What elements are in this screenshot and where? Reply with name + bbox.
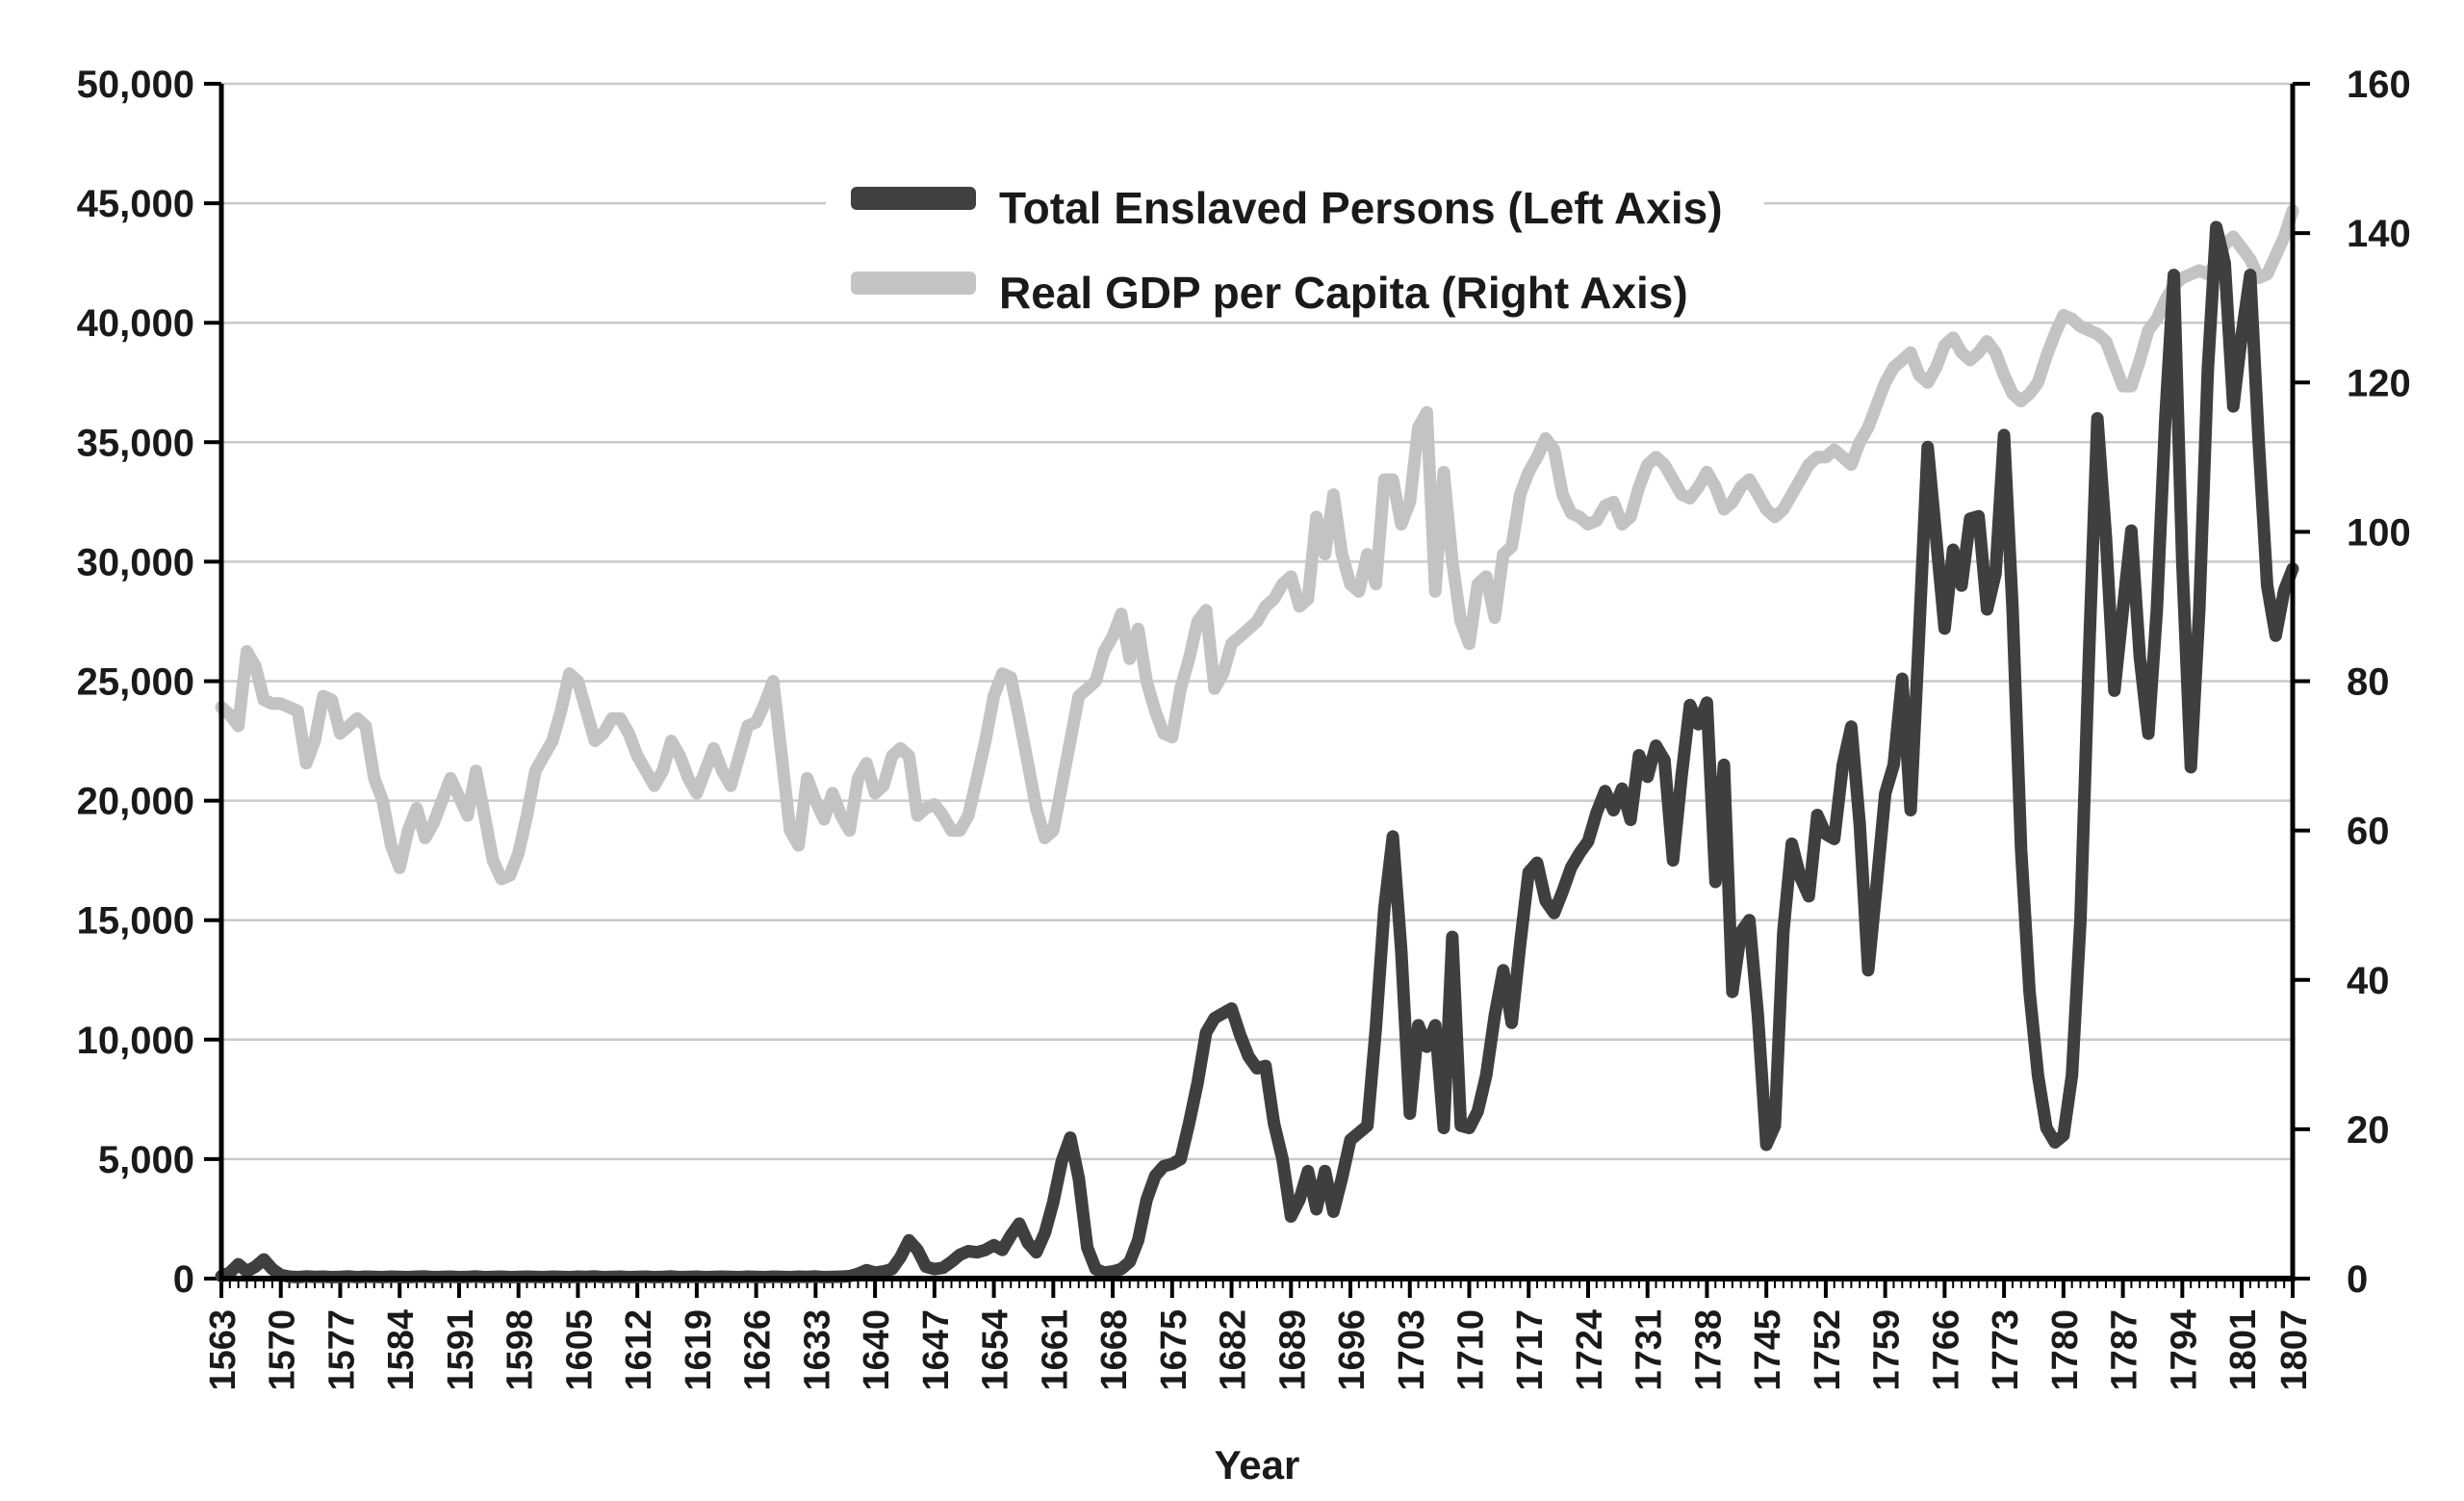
legend-swatch-gdp: [851, 272, 976, 295]
x-axis-tick-label: 1745: [1748, 1309, 1788, 1391]
x-axis-tick-label: 1570: [263, 1309, 303, 1391]
left-axis-tick-label: 45,000: [77, 183, 194, 225]
x-axis-tick-label: 1654: [976, 1309, 1016, 1391]
x-axis-tick-label: 1605: [559, 1309, 600, 1391]
legend-background: [826, 108, 1764, 312]
legend-label-gdp: Real GDP per Capita (Right Axis): [999, 268, 1688, 318]
series-enslaved-line: [215, 220, 2299, 1283]
x-axis-tick-label: 1780: [2045, 1309, 2086, 1391]
x-axis-tick-label: 1717: [1510, 1309, 1551, 1391]
x-axis-tick-label: 1584: [381, 1309, 422, 1391]
legend-label-enslaved: Total Enslaved Persons (Left Axis): [999, 183, 1723, 233]
left-axis-tick-label: 5,000: [98, 1139, 194, 1181]
left-axis-tick-label: 25,000: [77, 661, 194, 704]
right-axis-tick-label: 0: [2347, 1258, 2368, 1301]
x-axis-tick-label: 1577: [321, 1309, 362, 1391]
right-axis-tick-label: 40: [2347, 960, 2390, 1002]
legend-swatch-enslaved: [851, 187, 976, 210]
x-axis-tick-label: 1640: [857, 1309, 897, 1391]
left-axis-tick-label: 50,000: [77, 64, 194, 106]
x-axis-tick-label: 1619: [679, 1309, 719, 1391]
x-axis-tick-label: 1773: [1986, 1309, 2026, 1391]
left-axis-tick-label: 20,000: [77, 781, 194, 823]
x-axis-tick-label: 1626: [738, 1309, 779, 1391]
x-axis-title: Year: [1215, 1442, 1300, 1488]
x-axis-tick-label: 1598: [500, 1309, 541, 1391]
x-axis-tick-label: 1759: [1867, 1309, 1908, 1391]
right-axis-tick-label: 20: [2347, 1109, 2390, 1152]
x-axis-tick-label: 1668: [1094, 1309, 1135, 1391]
x-axis-tick-label: 1801: [2223, 1309, 2264, 1391]
axis-labels: 0 5,000 10,000 15,000 20,000 25,000 30,000 35,0…: [77, 64, 2411, 1391]
right-axis-tick-label: 120: [2347, 362, 2411, 404]
x-axis-tick-label: 1724: [1570, 1309, 1610, 1391]
x-axis-tick-label: 1738: [1688, 1309, 1729, 1391]
x-axis-tick-label: 1661: [1035, 1309, 1075, 1391]
x-axis-tick-label: 1612: [619, 1309, 659, 1391]
x-axis-tick-label: 1633: [797, 1309, 837, 1391]
x-axis-tick-label: 1731: [1630, 1309, 1670, 1391]
left-axis-tick-label: 30,000: [77, 541, 194, 583]
x-axis-tick-label: 1794: [2164, 1309, 2204, 1391]
right-axis-tick-label: 80: [2347, 661, 2390, 704]
left-axis-tick-label: 35,000: [77, 422, 194, 464]
x-axis-tick-label: 1675: [1154, 1309, 1194, 1391]
x-axis-tick-label: 1591: [441, 1309, 481, 1391]
x-axis-tick-label: 1696: [1332, 1309, 1373, 1391]
axis-spines: [218, 84, 2296, 1281]
right-axis-tick-label: 160: [2347, 64, 2411, 106]
x-axis-tick-label: 1647: [916, 1309, 957, 1391]
data-series: [215, 204, 2299, 1283]
x-axis-tick-label: 1703: [1392, 1309, 1432, 1391]
left-axis-tick-label: 10,000: [77, 1020, 194, 1062]
right-axis-tick-label: 100: [2347, 511, 2411, 554]
left-axis-tick-label: 15,000: [77, 900, 194, 943]
x-axis-tick-label: 1807: [2274, 1309, 2315, 1391]
x-axis-tick-label: 1766: [1926, 1309, 1966, 1391]
x-axis-tick-label: 1787: [2105, 1309, 2145, 1391]
series-gdp-line: [215, 204, 2299, 886]
x-axis-tick-label: 1563: [203, 1309, 244, 1391]
right-axis-tick-label: 140: [2347, 213, 2411, 255]
left-axis-tick-label: 40,000: [77, 302, 194, 345]
legend: Total Enslaved Persons (Left Axis) Real …: [826, 108, 1764, 318]
x-axis-tick-label: 1682: [1214, 1309, 1254, 1391]
right-axis-tick-label: 60: [2347, 811, 2390, 853]
x-axis-tick-label: 1710: [1450, 1309, 1491, 1391]
x-axis-tick-label: 1689: [1272, 1309, 1313, 1391]
x-axis-tick-label: 1752: [1808, 1309, 1848, 1391]
left-axis-tick-label: 0: [173, 1258, 194, 1301]
